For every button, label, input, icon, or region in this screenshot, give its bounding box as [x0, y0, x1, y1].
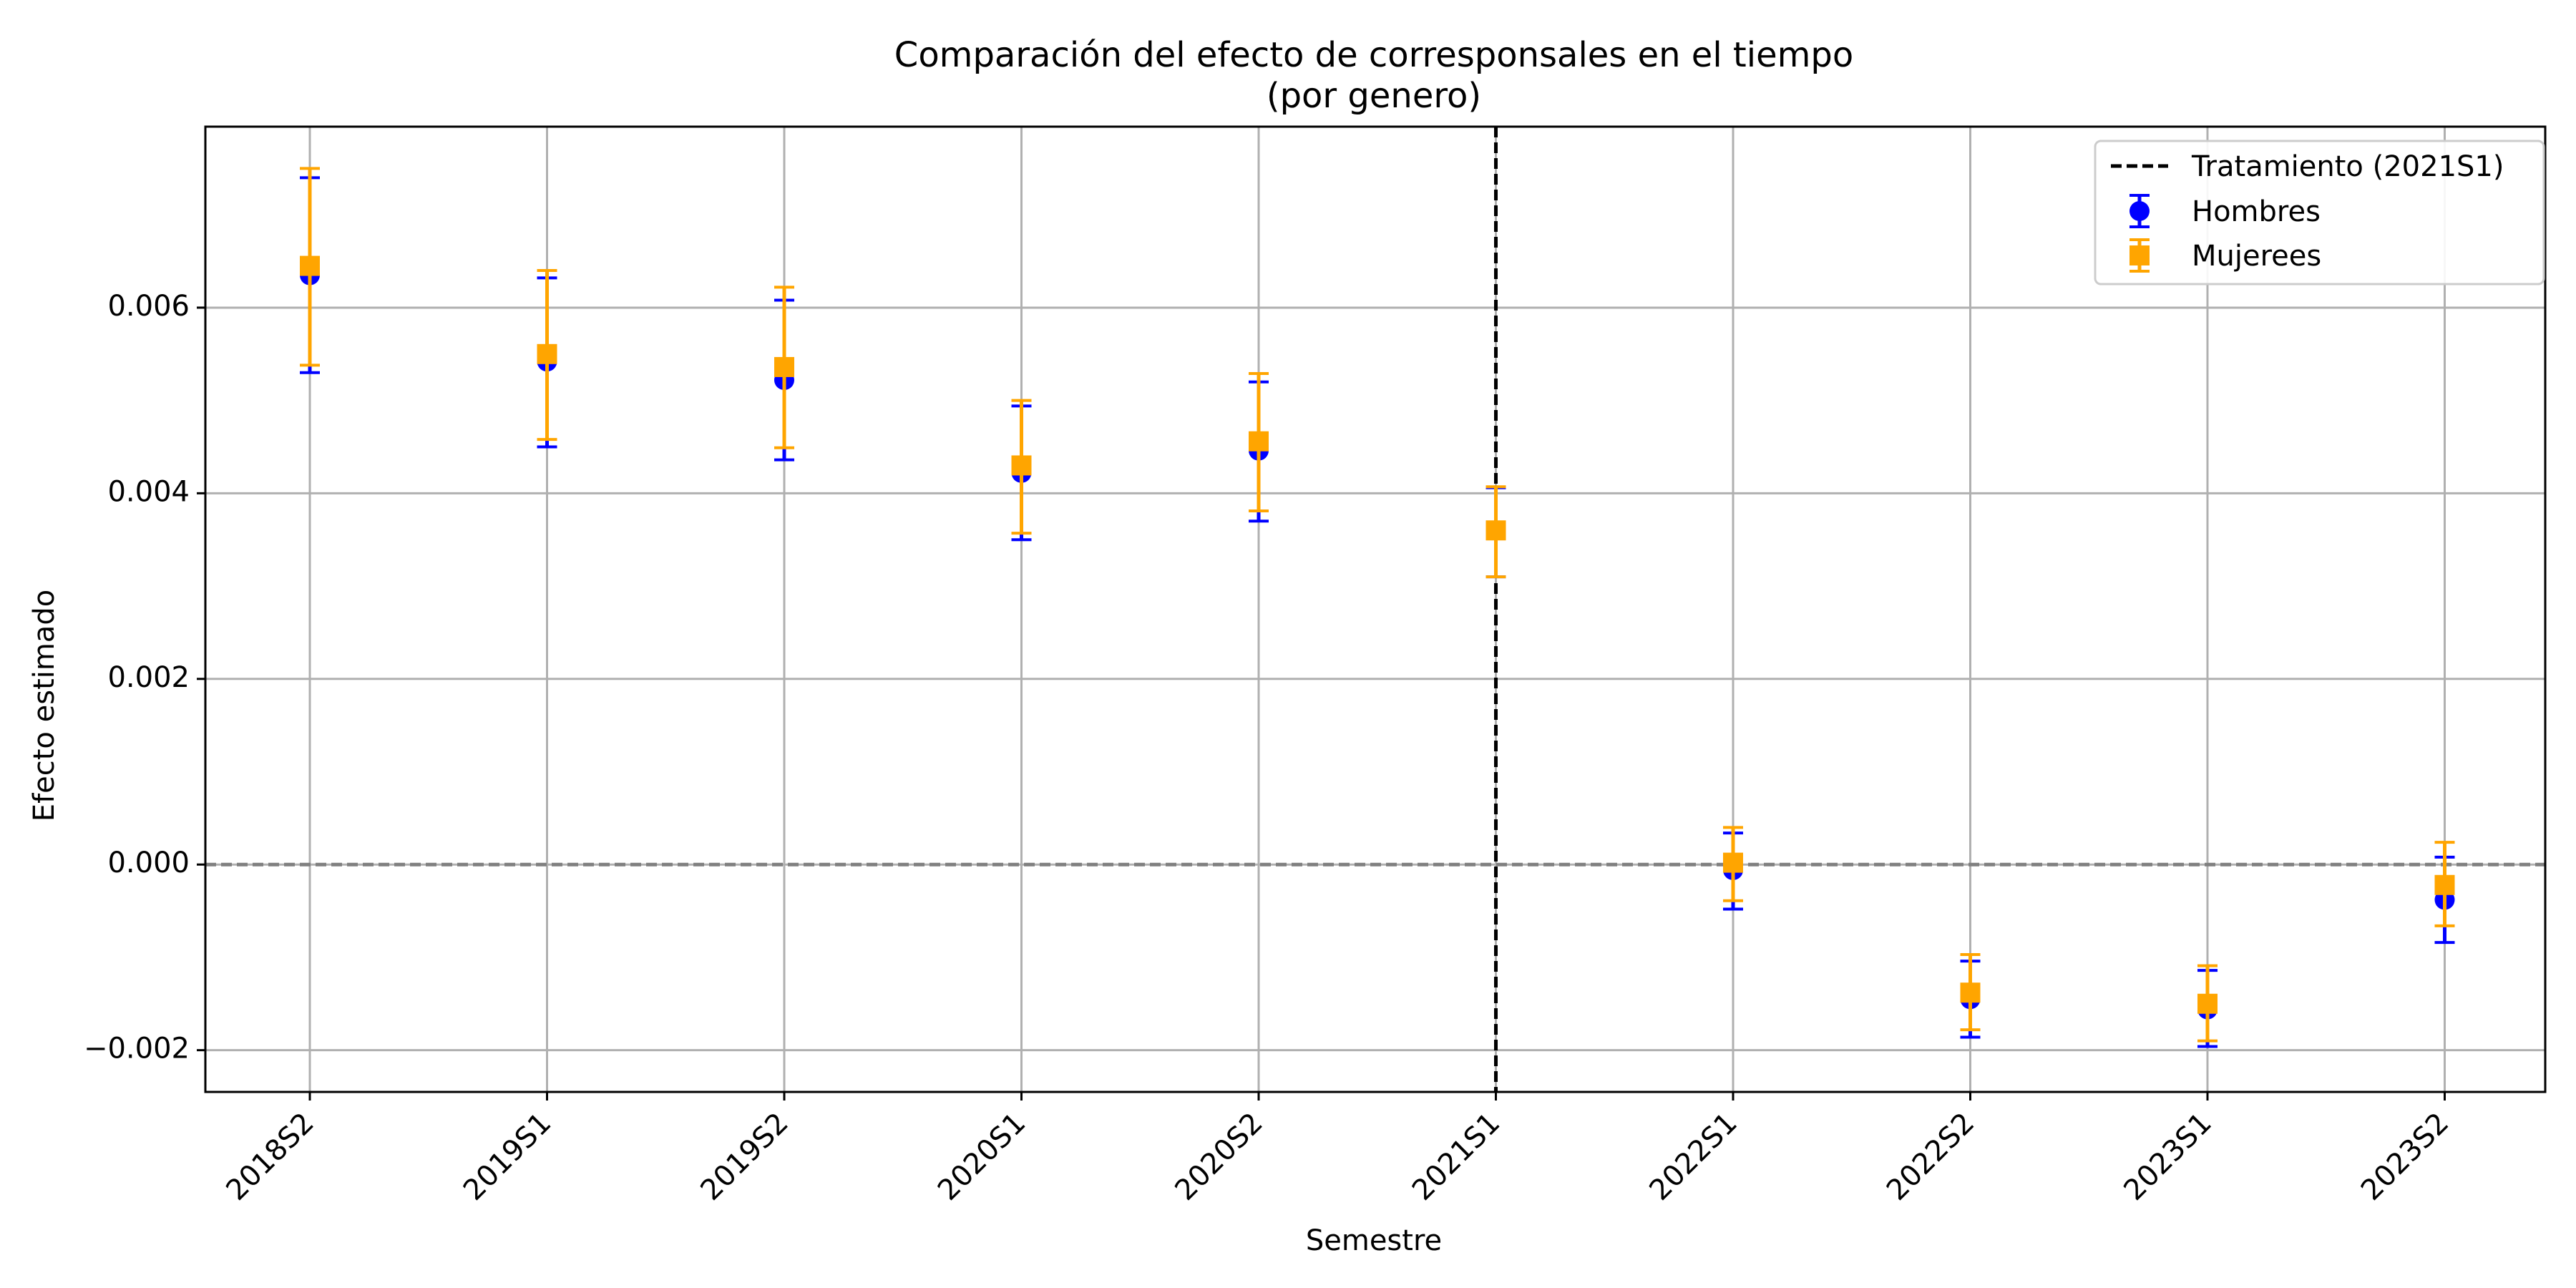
legend-box [2094, 140, 2545, 286]
legend-label-mujerees: Mujerees [2192, 240, 2321, 273]
reference-lines [205, 127, 2545, 1092]
legend-treatment-label: Tratamiento (2021S1) [2191, 150, 2504, 183]
chart-title-line2: (por genero) [1267, 76, 1481, 116]
y-tick-label: 0.006 [107, 290, 190, 323]
data-point [1249, 431, 1269, 452]
data-point [2197, 993, 2218, 1014]
data-point [1960, 982, 1981, 1003]
data-point [537, 343, 557, 364]
chart-title-line1: Comparación del efecto de corresponsales… [894, 35, 1853, 75]
legend-entry-hombres: Hombres [2129, 194, 2321, 228]
legend-label-hombres: Hombres [2192, 195, 2321, 228]
plot-frame [204, 125, 2547, 1093]
legend-entry-mujerees: Mujerees [2129, 238, 2321, 273]
legend-marker-hombres-icon [2129, 201, 2150, 221]
y-tick-label: 0.000 [107, 847, 190, 879]
data-point [1485, 520, 1506, 541]
data-point [774, 356, 794, 377]
data-point [300, 255, 320, 276]
legend: Tratamiento (2021S1) Hombres Mujerees [2094, 140, 2545, 286]
legend-series-entries: Hombres Mujerees [2129, 194, 2321, 273]
data-series [300, 167, 2455, 1048]
x-axis-label: Semestre [1306, 1224, 1442, 1257]
legend-marker-mujerees-icon [2129, 245, 2150, 265]
data-point [1723, 852, 1743, 873]
y-tick-label: 0.002 [107, 661, 190, 694]
data-point [2434, 874, 2455, 895]
series-mujerees [300, 167, 2455, 1043]
data-point [1011, 455, 1032, 476]
y-tick-label: −0.002 [84, 1033, 190, 1065]
y-axis-label: Efecto estimado [28, 590, 61, 821]
y-tick-label: 0.004 [107, 475, 190, 508]
